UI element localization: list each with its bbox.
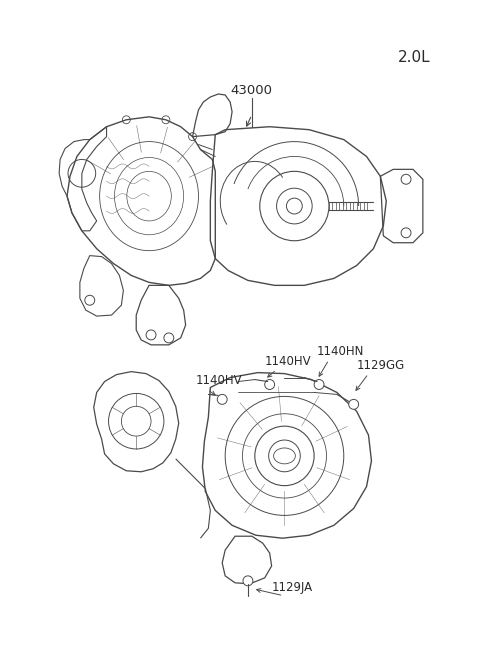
Text: 1140HN: 1140HN (317, 345, 364, 358)
Text: 2.0L: 2.0L (398, 50, 431, 66)
Circle shape (264, 379, 275, 390)
Text: 1140HV: 1140HV (264, 354, 312, 367)
Text: 1129GG: 1129GG (357, 359, 405, 371)
Text: 43000: 43000 (231, 84, 273, 97)
Circle shape (314, 379, 324, 390)
Circle shape (349, 400, 359, 409)
Text: 1140HV: 1140HV (195, 375, 242, 388)
Circle shape (243, 576, 253, 586)
Circle shape (217, 394, 227, 404)
Text: 1129JA: 1129JA (272, 581, 313, 593)
